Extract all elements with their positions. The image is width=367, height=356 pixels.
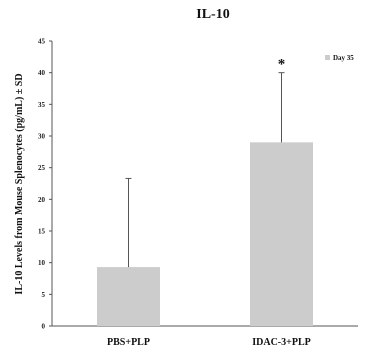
legend-swatch xyxy=(325,55,330,60)
y-tick-label: 20 xyxy=(38,196,46,204)
y-tick-label: 5 xyxy=(42,291,46,299)
y-tick-label: 45 xyxy=(38,38,46,46)
y-tick-label: 25 xyxy=(38,164,46,172)
bar xyxy=(250,142,313,326)
legend: Day 35 xyxy=(325,54,354,62)
error-bars xyxy=(125,72,285,268)
y-tick-label: 10 xyxy=(38,259,46,267)
annotations: * xyxy=(278,57,286,73)
chart-title: IL-10 xyxy=(196,7,229,22)
y-tick-label: 40 xyxy=(38,69,46,77)
y-axis-label: IL-10 Levels from Mouse Splenocytes (pg/… xyxy=(14,73,25,294)
significance-marker: * xyxy=(278,57,286,73)
y-tick-label: 30 xyxy=(38,133,46,141)
y-tick-label: 35 xyxy=(38,101,46,109)
bars xyxy=(97,142,313,326)
bar xyxy=(97,267,160,326)
x-tick-label: IDAC-3+PLP xyxy=(252,337,310,348)
x-axis-labels: PBS+PLP IDAC-3+PLP xyxy=(107,337,311,348)
x-tick-label: PBS+PLP xyxy=(107,337,150,348)
legend-label: Day 35 xyxy=(333,54,354,62)
y-tick-label: 15 xyxy=(38,228,46,236)
y-tick-label: 0 xyxy=(42,323,46,331)
